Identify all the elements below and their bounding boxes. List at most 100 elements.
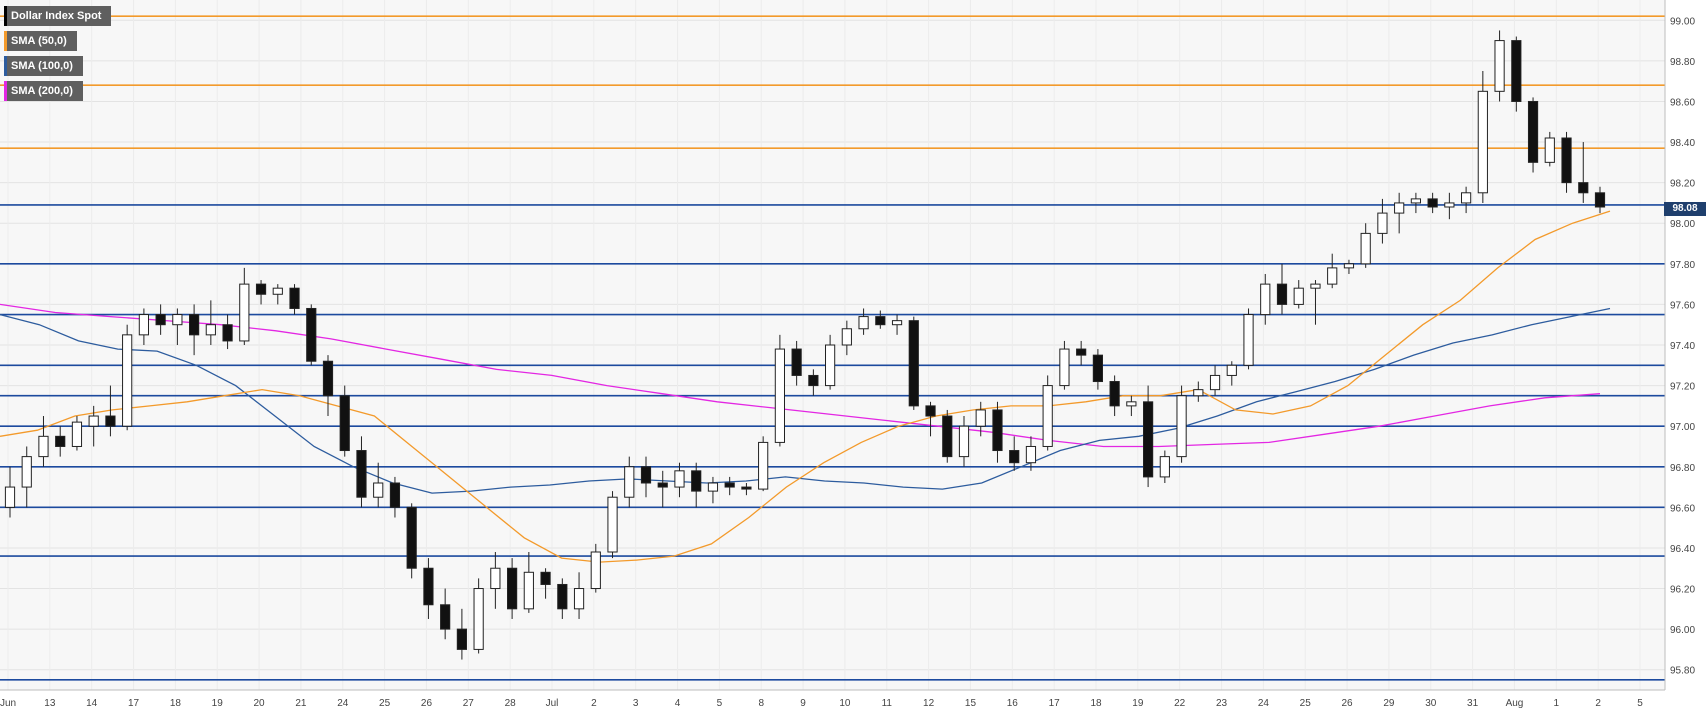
candle-up bbox=[1461, 192, 1472, 204]
x-tick-label: 5 bbox=[717, 698, 723, 709]
candle-up bbox=[373, 482, 384, 498]
candle-up bbox=[205, 324, 216, 336]
candle-up bbox=[38, 435, 49, 458]
y-tick-label: 98.40 bbox=[1670, 138, 1695, 149]
candle-up bbox=[1243, 314, 1254, 366]
candle-up bbox=[1226, 364, 1237, 376]
y-tick-label: 96.60 bbox=[1670, 503, 1695, 514]
x-tick-label: 24 bbox=[1258, 698, 1270, 709]
candle-up bbox=[891, 320, 903, 326]
x-tick-label: 1 bbox=[1554, 698, 1560, 709]
candle-down bbox=[808, 374, 819, 387]
y-tick-label: 98.80 bbox=[1670, 57, 1695, 68]
y-tick-label: 98.00 bbox=[1670, 219, 1695, 230]
candle-up bbox=[1025, 445, 1037, 464]
candle-up bbox=[122, 334, 133, 427]
sma50-line bbox=[0, 210, 1611, 563]
candle-down bbox=[1276, 283, 1288, 305]
candle-up bbox=[1410, 198, 1421, 204]
legend-sma50[interactable]: SMA (50,0) bbox=[4, 31, 77, 51]
candle-up bbox=[71, 421, 83, 447]
x-tick-label: 17 bbox=[128, 698, 140, 709]
candles bbox=[4, 30, 1606, 660]
x-tick-label: 15 bbox=[965, 698, 977, 709]
legend-dollar-index[interactable]: Dollar Index Spot bbox=[4, 6, 112, 26]
x-tick-label: 25 bbox=[1300, 698, 1312, 709]
x-tick-label: 3 bbox=[633, 698, 639, 709]
x-tick-label: 28 bbox=[505, 698, 517, 709]
candle-down bbox=[406, 506, 417, 569]
candle-down bbox=[1561, 137, 1572, 184]
candle-down bbox=[1427, 198, 1438, 208]
y-tick-label: 96.80 bbox=[1670, 463, 1695, 474]
x-axis-background bbox=[0, 690, 1665, 712]
candle-up bbox=[1310, 283, 1321, 289]
candle-up bbox=[674, 470, 685, 488]
y-tick-label: 97.80 bbox=[1670, 260, 1695, 271]
x-tick-label: 24 bbox=[337, 698, 349, 709]
candle-down bbox=[1143, 401, 1154, 478]
legend-sma200[interactable]: SMA (200,0) bbox=[4, 81, 83, 101]
candle-up bbox=[138, 314, 149, 336]
support-resistance-lines bbox=[0, 15, 1665, 681]
y-tick-label: 96.20 bbox=[1670, 585, 1695, 596]
candle-up bbox=[1360, 232, 1371, 265]
x-tick-label: 31 bbox=[1467, 698, 1479, 709]
candle-up bbox=[1477, 90, 1488, 194]
candle-up bbox=[975, 409, 986, 427]
candle-down bbox=[389, 482, 401, 508]
x-tick-label: 30 bbox=[1425, 698, 1437, 709]
candle-up bbox=[607, 496, 618, 553]
candle-down bbox=[1511, 40, 1522, 102]
candle-up bbox=[239, 283, 250, 342]
candle-up bbox=[573, 588, 585, 610]
y-tick-label: 96.40 bbox=[1670, 544, 1695, 555]
candle-down bbox=[55, 435, 66, 447]
candle-up bbox=[1260, 283, 1271, 316]
candle-down bbox=[1092, 354, 1103, 383]
candle-up bbox=[590, 551, 601, 590]
x-tick-label: 2 bbox=[1595, 698, 1601, 709]
candle-up bbox=[1159, 456, 1170, 478]
candle-down bbox=[1594, 192, 1606, 208]
candle-up bbox=[707, 482, 719, 492]
candle-down bbox=[105, 415, 116, 427]
sma200-line bbox=[0, 303, 1601, 448]
sma100-line bbox=[0, 307, 1611, 494]
legend-sma100[interactable]: SMA (100,0) bbox=[4, 56, 83, 76]
legend-dollar-index-label: Dollar Index Spot bbox=[11, 10, 102, 22]
candle-down bbox=[540, 571, 551, 585]
candle-up bbox=[1042, 385, 1053, 447]
candle-up bbox=[523, 571, 534, 610]
candle-up bbox=[1377, 212, 1388, 234]
candle-up bbox=[172, 314, 183, 326]
candle-down bbox=[1527, 100, 1539, 163]
candle-up bbox=[4, 486, 16, 508]
x-tick-label: 16 bbox=[1007, 698, 1019, 709]
candle-down bbox=[306, 307, 317, 362]
candle-up bbox=[624, 466, 635, 498]
candle-up bbox=[825, 344, 836, 387]
legend-sma50-label: SMA (50,0) bbox=[11, 35, 67, 47]
candle-up bbox=[1394, 202, 1405, 214]
x-tick-label: 4 bbox=[675, 698, 681, 709]
candle-down bbox=[908, 320, 919, 407]
x-tick-label: 19 bbox=[212, 698, 224, 709]
y-tick-label: 97.20 bbox=[1670, 382, 1695, 393]
x-tick-label: 26 bbox=[421, 698, 433, 709]
y-tick-label: 97.60 bbox=[1670, 300, 1695, 311]
last-price-badge: 98.08 bbox=[1664, 202, 1706, 216]
candle-down bbox=[992, 409, 1003, 452]
candle-up bbox=[1444, 202, 1455, 208]
candle-down bbox=[356, 450, 367, 498]
candle-down bbox=[289, 287, 300, 309]
candle-down bbox=[875, 316, 886, 326]
y-tick-label: 96.00 bbox=[1670, 625, 1695, 636]
x-tick-label: 19 bbox=[1132, 698, 1144, 709]
candle-up bbox=[21, 456, 32, 488]
x-tick-label: 29 bbox=[1383, 698, 1395, 709]
candle-down bbox=[1009, 450, 1020, 464]
candle-down bbox=[423, 567, 434, 606]
candle-down bbox=[925, 405, 936, 417]
